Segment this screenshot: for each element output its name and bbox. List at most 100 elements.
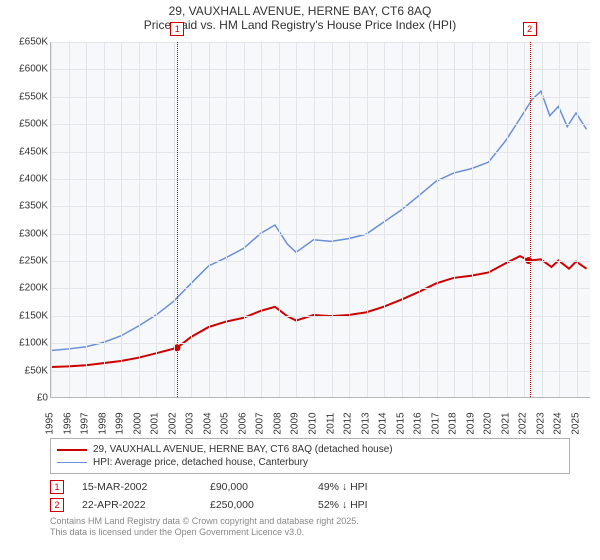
gridline-v bbox=[51, 42, 52, 397]
gridline-h bbox=[51, 69, 590, 70]
x-axis-label: 2010 bbox=[307, 412, 318, 434]
x-axis-label: 2014 bbox=[378, 412, 389, 434]
gridline-v bbox=[244, 42, 245, 397]
y-axis-label: £50K bbox=[4, 365, 48, 376]
gridline-v bbox=[226, 42, 227, 397]
gridline-h bbox=[51, 371, 590, 372]
sale-date: 22-APR-2022 bbox=[82, 499, 192, 511]
x-axis-label: 2003 bbox=[185, 412, 196, 434]
x-axis-label: 2024 bbox=[553, 412, 564, 434]
x-axis-label: 2017 bbox=[430, 412, 441, 434]
gridline-v bbox=[507, 42, 508, 397]
sales-table: 115-MAR-2002£90,00049% ↓ HPI222-APR-2022… bbox=[50, 478, 570, 514]
sale-price: £90,000 bbox=[210, 481, 300, 493]
sale-date: 15-MAR-2002 bbox=[82, 481, 192, 493]
chart-title: 29, VAUXHALL AVENUE, HERNE BAY, CT6 8AQ … bbox=[0, 0, 600, 34]
sale-row: 2 22-APR-2022 £250,000 52% ↓ HPI bbox=[50, 496, 570, 514]
footer-attribution: Contains HM Land Registry data © Crown c… bbox=[50, 516, 570, 539]
legend-swatch bbox=[57, 449, 87, 451]
x-axis-label: 2009 bbox=[290, 412, 301, 434]
footer-line1: Contains HM Land Registry data © Crown c… bbox=[50, 516, 570, 527]
x-axis-label: 2015 bbox=[395, 412, 406, 434]
gridline-v bbox=[577, 42, 578, 397]
x-axis-label: 2004 bbox=[202, 412, 213, 434]
x-axis-label: 2001 bbox=[150, 412, 161, 434]
y-axis-label: £100K bbox=[4, 338, 48, 349]
x-axis-label: 2018 bbox=[448, 412, 459, 434]
gridline-v bbox=[296, 42, 297, 397]
y-axis-label: £500K bbox=[4, 119, 48, 130]
sale-marker-line bbox=[177, 42, 178, 397]
y-axis-label: £650K bbox=[4, 37, 48, 48]
sale-marker-badge: 1 bbox=[170, 22, 184, 36]
gridline-v bbox=[139, 42, 140, 397]
gridline-v bbox=[489, 42, 490, 397]
legend-item: 29, VAUXHALL AVENUE, HERNE BAY, CT6 8AQ … bbox=[57, 443, 563, 456]
y-axis-label: £250K bbox=[4, 256, 48, 267]
legend-box: 29, VAUXHALL AVENUE, HERNE BAY, CT6 8AQ … bbox=[50, 438, 570, 474]
gridline-v bbox=[524, 42, 525, 397]
gridline-h bbox=[51, 234, 590, 235]
gridline-h bbox=[51, 42, 590, 43]
gridline-v bbox=[472, 42, 473, 397]
gridline-v bbox=[349, 42, 350, 397]
x-axis-label: 2005 bbox=[220, 412, 231, 434]
gridline-v bbox=[261, 42, 262, 397]
gridline-v bbox=[279, 42, 280, 397]
x-axis-label: 1996 bbox=[62, 412, 73, 434]
legend-label: 29, VAUXHALL AVENUE, HERNE BAY, CT6 8AQ … bbox=[93, 444, 393, 455]
gridline-v bbox=[191, 42, 192, 397]
y-axis-label: £550K bbox=[4, 91, 48, 102]
x-axis-label: 2023 bbox=[535, 412, 546, 434]
gridline-v bbox=[174, 42, 175, 397]
sale-row: 115-MAR-2002£90,00049% ↓ HPI bbox=[50, 478, 570, 496]
gridline-v bbox=[384, 42, 385, 397]
gridline-v bbox=[559, 42, 560, 397]
y-axis-label: £600K bbox=[4, 64, 48, 75]
gridline-v bbox=[367, 42, 368, 397]
gridline-v bbox=[209, 42, 210, 397]
legend-swatch bbox=[57, 462, 87, 463]
gridline-h bbox=[51, 261, 590, 262]
x-axis-label: 2020 bbox=[483, 412, 494, 434]
gridline-v bbox=[156, 42, 157, 397]
sale-marker-badge: 2 bbox=[523, 22, 537, 36]
x-axis-label: 2007 bbox=[255, 412, 266, 434]
sale-row-marker: 1 bbox=[50, 480, 64, 494]
y-axis-label: £150K bbox=[4, 310, 48, 321]
gridline-h bbox=[51, 152, 590, 153]
gridline-v bbox=[86, 42, 87, 397]
x-axis-label: 2002 bbox=[167, 412, 178, 434]
gridline-h bbox=[51, 124, 590, 125]
sale-pct-vs-hpi: 52% ↓ HPI bbox=[318, 499, 438, 511]
legend-item: HPI: Average price, detached house, Cant… bbox=[57, 456, 563, 469]
x-axis-label: 2008 bbox=[272, 412, 283, 434]
legend-label: HPI: Average price, detached house, Cant… bbox=[93, 457, 308, 468]
x-axis-label: 2000 bbox=[132, 412, 143, 434]
gridline-h bbox=[51, 316, 590, 317]
x-axis-label: 2016 bbox=[413, 412, 424, 434]
chart-container: 12 £0£50K£100K£150K£200K£250K£300K£350K£… bbox=[0, 34, 600, 434]
x-axis-label: 2022 bbox=[518, 412, 529, 434]
gridline-v bbox=[402, 42, 403, 397]
sale-price: £250,000 bbox=[210, 499, 300, 511]
gridline-v bbox=[454, 42, 455, 397]
x-axis-label: 2025 bbox=[570, 412, 581, 434]
y-axis-label: £300K bbox=[4, 228, 48, 239]
x-axis-label: 2006 bbox=[237, 412, 248, 434]
y-axis-label: £400K bbox=[4, 173, 48, 184]
gridline-v bbox=[542, 42, 543, 397]
x-axis-label: 1999 bbox=[115, 412, 126, 434]
gridline-v bbox=[332, 42, 333, 397]
gridline-v bbox=[437, 42, 438, 397]
y-axis-label: £200K bbox=[4, 283, 48, 294]
gridline-v bbox=[69, 42, 70, 397]
y-axis-label: £450K bbox=[4, 146, 48, 157]
sale-row-marker: 2 bbox=[50, 498, 64, 512]
sale-marker-line bbox=[530, 42, 531, 397]
x-axis-label: 1997 bbox=[80, 412, 91, 434]
x-axis-label: 2021 bbox=[500, 412, 511, 434]
x-axis-label: 2011 bbox=[325, 413, 336, 435]
x-axis-label: 1995 bbox=[45, 412, 56, 434]
title-subtitle: Price paid vs. HM Land Registry's House … bbox=[0, 18, 600, 32]
